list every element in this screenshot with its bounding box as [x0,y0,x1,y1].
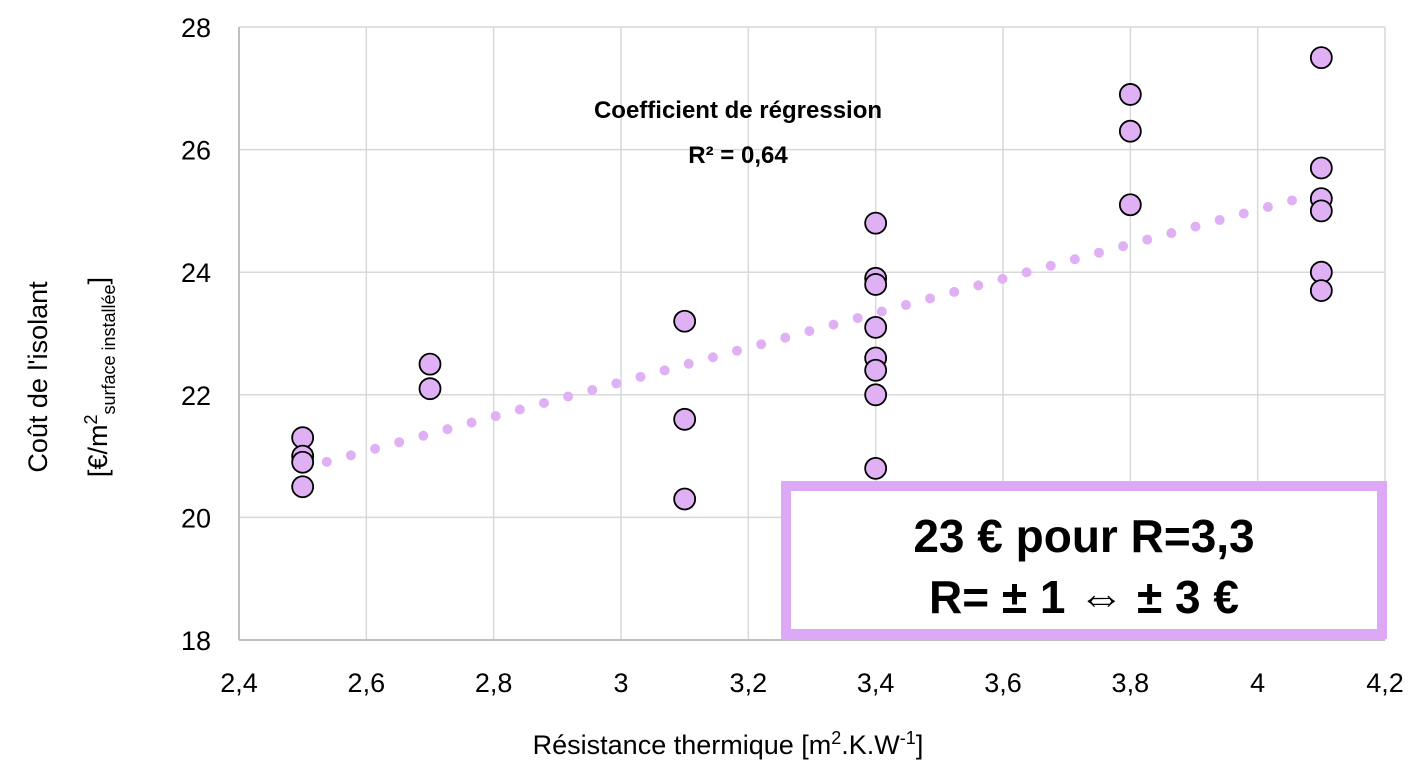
data-point [864,456,888,480]
data-point [673,487,697,511]
callout-box [781,481,1387,639]
callout-line-2: R= ± 1 ⇔ ± 3 € [929,571,1239,623]
x-tick-label: 3,4 [857,668,895,698]
data-point [1309,199,1333,223]
data-point [1118,83,1142,106]
data-point [1309,279,1333,302]
data-point [864,211,888,235]
x-tick-label: 2,4 [220,668,258,698]
data-point [673,309,697,333]
data-point [418,352,442,376]
trendline-dotted [297,187,1327,474]
y-axis-title-line2: [€/m2surface installée] [81,277,119,477]
y-tick-label: 24 [181,258,211,288]
data-point [291,450,315,474]
y-tick-labels: 18 20 22 24 26 28 [181,13,211,656]
regression-value: R² = 0,64 [688,142,788,169]
data-point [864,358,888,382]
data-point [1118,119,1142,143]
data-points [291,46,1333,511]
data-point [673,407,697,431]
x-tick-label: 2,6 [348,668,386,698]
x-tick-label: 3,6 [984,668,1022,698]
y-tick-label: 22 [181,381,211,411]
x-tick-labels: 2,4 2,6 2,8 3 3,2 3,4 3,6 3,8 4 4,2 [220,668,1404,698]
data-point [1118,193,1142,217]
y-tick-label: 28 [181,13,211,43]
data-point [1309,156,1333,180]
data-point [864,383,888,407]
x-tick-label: 3,2 [730,668,768,698]
x-tick-label: 4,2 [1366,668,1404,698]
y-tick-label: 26 [181,136,211,166]
x-tick-label: 2,8 [475,668,513,698]
x-tick-label: 3 [613,668,628,698]
callout-line-1: 23 € pour R=3,3 [913,510,1254,562]
regression-title: Coefficient de régression [594,97,882,124]
x-tick-label: 4 [1250,668,1265,698]
data-point [864,273,888,296]
x-tick-label: 3,8 [1112,668,1150,698]
y-axis-title-line1: Coût de l'isolant [23,281,53,473]
axes [238,27,1385,641]
data-point [418,377,442,401]
x-axis-title: Résistance thermique [m2.K.W-1] [533,728,924,760]
trendline [297,187,1327,474]
y-tick-label: 20 [181,503,211,533]
data-point [291,475,315,499]
y-tick-label: 18 [181,626,211,656]
data-point [1309,46,1333,70]
data-point [864,315,888,339]
